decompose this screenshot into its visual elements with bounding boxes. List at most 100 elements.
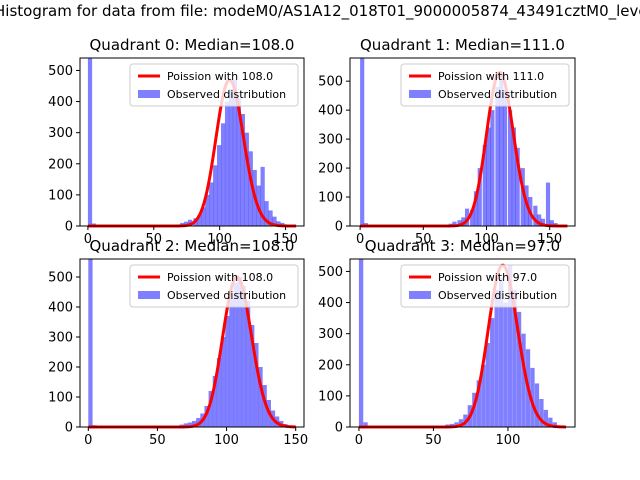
histogram-bar xyxy=(264,201,269,226)
chart-title: Quadrant 3: Median=97.0 xyxy=(365,237,560,255)
y-tick-label: 0 xyxy=(335,421,343,436)
chart-title: Quadrant 0: Median=108.0 xyxy=(90,36,295,54)
histogram-bar xyxy=(220,123,226,226)
legend-label-observed: Observed distribution xyxy=(167,88,286,101)
histogram-bar xyxy=(503,302,508,427)
histogram-bar xyxy=(494,290,499,427)
histogram-bar xyxy=(232,79,238,226)
histogram-bar xyxy=(458,419,464,427)
y-tick-label: 300 xyxy=(48,331,73,346)
histogram-bar xyxy=(216,358,222,427)
histogram-bar xyxy=(490,110,495,226)
x-tick-label: 100 xyxy=(496,433,521,448)
histogram-bar xyxy=(208,391,213,427)
histogram-bar xyxy=(465,208,470,226)
histogram-bar xyxy=(454,422,459,427)
legend-histogram-swatch xyxy=(409,291,431,299)
histogram-bar xyxy=(224,101,230,226)
y-tick-label: 100 xyxy=(318,191,343,206)
histogram-bar xyxy=(241,286,247,427)
y-tick-label: 200 xyxy=(48,157,73,172)
histogram-bar xyxy=(548,417,553,427)
histogram-bar xyxy=(533,205,538,226)
chart-panel-2: 0 50 100 150 0 100 200 300 400 500 Quadrant 2: Med… xyxy=(48,237,308,448)
histogram-bar xyxy=(521,333,526,427)
x-tick-label: 150 xyxy=(273,232,298,247)
histogram-bar xyxy=(217,145,222,226)
histogram-bar xyxy=(197,215,202,226)
x-tick-label: 100 xyxy=(214,433,239,448)
histogram-bar xyxy=(545,182,551,226)
x-tick-label: 0 xyxy=(356,232,364,247)
chart-title: Quadrant 1: Median=111.0 xyxy=(360,36,565,54)
histogram-bar xyxy=(552,422,557,427)
histogram-bar xyxy=(187,422,193,427)
histogram-bar xyxy=(495,86,500,226)
axes-frame xyxy=(79,258,305,428)
histogram-bar xyxy=(248,151,253,226)
y-tick-label: 500 xyxy=(318,75,343,90)
y-tick-label: 200 xyxy=(48,361,73,376)
histogram-bar xyxy=(244,132,249,226)
chart-panel-1: 0 50 100 150 0 100 200 300 400 500 Quadrant 1: Med… xyxy=(318,36,576,247)
histogram-bar xyxy=(212,376,218,427)
histogram-bar xyxy=(530,367,535,427)
histogram-bar xyxy=(549,220,554,226)
y-tick-label: 400 xyxy=(48,95,73,110)
histogram-bar xyxy=(240,114,245,226)
legend-label-observed: Observed distribution xyxy=(167,289,286,302)
histogram-bar xyxy=(482,144,487,226)
x-tick-label: 50 xyxy=(149,433,166,448)
histogram-bar xyxy=(485,343,490,427)
histogram-bar xyxy=(499,72,504,226)
histogram-bar xyxy=(502,89,508,226)
histogram-bar xyxy=(508,110,513,226)
histogram-bar xyxy=(268,210,273,226)
histogram-bar xyxy=(254,343,259,427)
y-tick-label: 500 xyxy=(48,271,73,286)
histogram-bar xyxy=(228,89,234,226)
x-tick-label: 100 xyxy=(207,232,232,247)
y-tick-label: 300 xyxy=(318,133,343,148)
y-tick-label: 0 xyxy=(65,220,73,235)
histogram-bar xyxy=(537,214,542,226)
histogram-bar xyxy=(481,364,486,427)
histogram-bar xyxy=(539,399,544,427)
histogram-bar xyxy=(237,277,242,427)
histogram-bar xyxy=(363,422,368,427)
y-tick-label: 400 xyxy=(318,296,343,311)
chart-panel-0: 0 50 100 150 0 100 200 300 400 500 Quadrant 0: Med… xyxy=(48,36,305,247)
histogram-bar xyxy=(507,265,513,427)
histogram-bar xyxy=(87,58,93,226)
y-tick-label: 500 xyxy=(318,265,343,280)
y-tick-label: 200 xyxy=(318,162,343,177)
histogram-bar xyxy=(472,392,477,427)
x-tick-label: 0 xyxy=(84,232,92,247)
legend-box xyxy=(129,264,299,308)
histogram-bar xyxy=(511,127,516,226)
histogram-bar xyxy=(476,380,481,427)
y-tick-label: 100 xyxy=(48,188,73,203)
histogram-bar xyxy=(477,168,482,226)
histogram-bar xyxy=(201,207,206,226)
x-tick-label: 0 xyxy=(84,433,92,448)
legend-label-observed: Observed distribution xyxy=(438,88,557,101)
legend-histogram-swatch xyxy=(138,90,160,98)
figure-title-text: Histogram for data from file: modeM0/AS1… xyxy=(0,2,640,20)
axes-frame xyxy=(349,57,576,227)
x-tick-label: 0 xyxy=(355,433,363,448)
y-tick-label: 100 xyxy=(48,391,73,406)
x-tick-label: 150 xyxy=(283,433,308,448)
histogram-bar xyxy=(272,216,277,226)
figure-title: Histogram for data from file: modeM0/AS1… xyxy=(0,0,640,24)
histogram-bar xyxy=(260,166,265,226)
x-tick-label: 50 xyxy=(146,232,163,247)
histogram-bar xyxy=(250,325,255,427)
histogram-bar xyxy=(490,318,495,427)
histogram-bar xyxy=(461,217,466,226)
histogram-bar xyxy=(486,127,491,226)
y-tick-label: 400 xyxy=(318,104,343,119)
legend-histogram-swatch xyxy=(138,291,160,299)
histogram-bar xyxy=(262,385,267,427)
